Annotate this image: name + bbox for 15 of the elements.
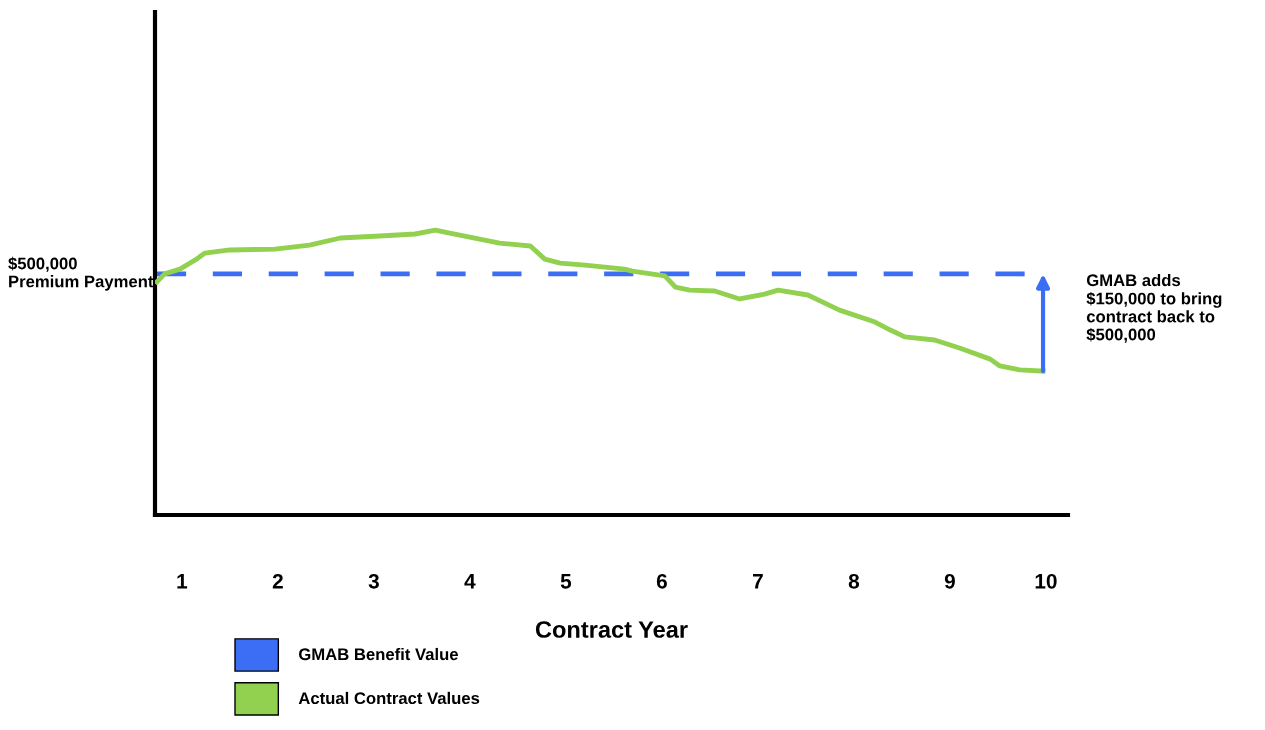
x-tick-label: 5: [560, 574, 572, 589]
legend-label: GMAB Benefit Value: [299, 647, 458, 661]
x-tick-label: 9: [944, 573, 955, 589]
x-tick-label: 4: [464, 574, 476, 589]
text: $500,000 Premium Payment: [8, 256, 154, 291]
x-tick-label: 1: [177, 574, 188, 589]
x-tick-label: 8: [848, 573, 860, 589]
x-tick-label: 2: [272, 573, 283, 589]
text: GMAB adds $150,000 to bring contract back to $500,000: [1086, 273, 1222, 343]
x-axis-title: Contract Year: [535, 621, 688, 638]
x-tick-label: 10: [1035, 573, 1057, 589]
x-tick-label: 7: [753, 574, 763, 589]
legend-label: Actual Contract Values: [298, 691, 480, 705]
x-tick-label: 3: [368, 573, 379, 589]
x-tick-label: 6: [656, 573, 667, 589]
